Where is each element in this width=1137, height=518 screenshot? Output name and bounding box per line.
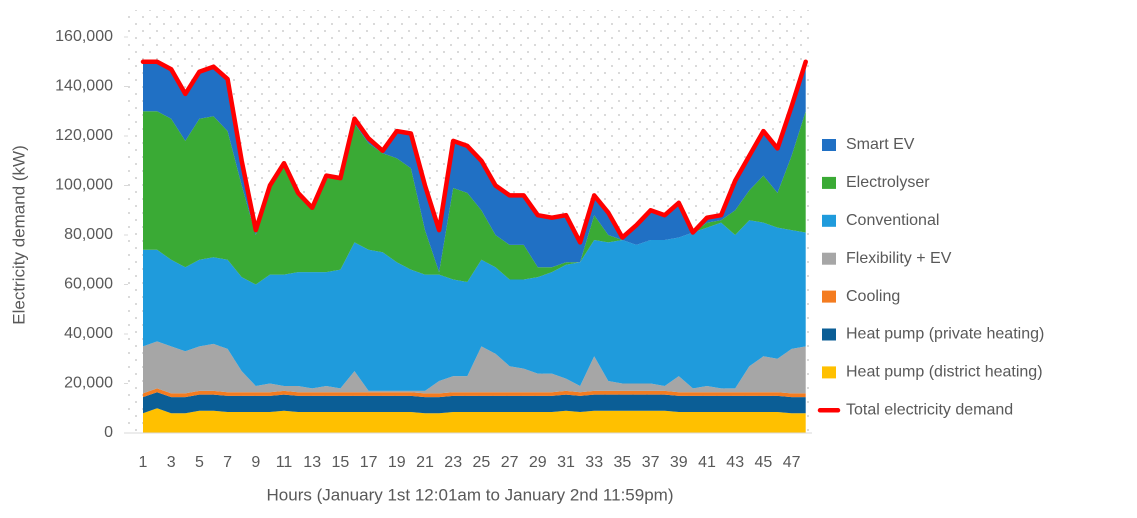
- area: [143, 392, 806, 414]
- legend-swatch: [822, 366, 836, 379]
- area: [143, 111, 806, 285]
- x-tick-label: 35: [614, 454, 632, 471]
- legend-swatch: [822, 214, 836, 227]
- y-axis-title: Electricity demand (kW): [9, 145, 28, 324]
- x-tick-label: 11: [276, 454, 293, 471]
- legend-label: Electrolyser: [846, 174, 930, 191]
- area: [143, 220, 806, 391]
- y-tick-label: 80,000: [64, 226, 113, 243]
- legend-swatch: [822, 290, 836, 303]
- y-tick-label: 120,000: [55, 127, 113, 144]
- x-tick-label: 33: [585, 454, 603, 471]
- legend-label: Total electricity demand: [846, 402, 1013, 419]
- x-tick-label: 5: [195, 454, 204, 471]
- x-tick-label: 17: [360, 454, 378, 471]
- x-axis-title: Hours (January 1st 12:01am to January 2n…: [267, 485, 674, 504]
- legend-swatch: [822, 328, 836, 341]
- legend-swatch: [822, 176, 836, 189]
- x-tick-label: 43: [726, 454, 744, 471]
- legend-label: Heat pump (private heating): [846, 326, 1044, 343]
- x-tick-label: 39: [670, 454, 688, 471]
- x-tick-label: 23: [444, 454, 462, 471]
- x-tick-label: 45: [755, 454, 773, 471]
- area: [143, 408, 806, 433]
- legend-label: Flexibility + EV: [846, 250, 952, 267]
- area: [143, 61, 806, 273]
- x-tick-label: 25: [473, 454, 491, 471]
- x-tick-label: 13: [303, 454, 321, 471]
- legend-swatch: [822, 139, 836, 151]
- x-tick-label: 47: [783, 454, 801, 471]
- y-tick-label: 140,000: [55, 78, 113, 95]
- legend-label: Heat pump (district heating): [846, 364, 1043, 381]
- x-tick-label: 29: [529, 454, 547, 471]
- y-tick-label: 40,000: [64, 325, 113, 342]
- legend-label: Cooling: [846, 288, 900, 305]
- y-tick-label: 20,000: [64, 375, 113, 392]
- legend-label: Conventional: [846, 212, 939, 229]
- legend-label: Smart EV: [846, 136, 915, 153]
- x-tick-label: 7: [223, 454, 232, 471]
- y-tick-label: 60,000: [64, 276, 113, 293]
- x-tick-label: 9: [251, 454, 260, 471]
- legend-swatch: [822, 252, 836, 265]
- x-tick-label: 21: [416, 454, 434, 471]
- x-tick-label: 41: [698, 454, 716, 471]
- x-tick-label: 37: [642, 454, 660, 471]
- x-tick-label: 1: [139, 454, 148, 471]
- total-line: [140, 59, 808, 245]
- area: [143, 388, 806, 398]
- y-tick-label: 160,000: [55, 28, 113, 45]
- x-tick-label: 3: [167, 454, 176, 471]
- x-tick-label: 15: [332, 454, 350, 471]
- x-tick-label: 19: [388, 454, 406, 471]
- y-tick-label: 100,000: [55, 177, 113, 194]
- area: [143, 341, 806, 394]
- x-tick-label: 31: [557, 454, 575, 471]
- overlay: 0 20,000 40,000 60,000 80,000 100,000 120,000 1…: [55, 28, 1044, 471]
- areas: [143, 61, 806, 433]
- y-tick-label: 0: [104, 424, 113, 441]
- x-tick-label: 27: [501, 454, 519, 471]
